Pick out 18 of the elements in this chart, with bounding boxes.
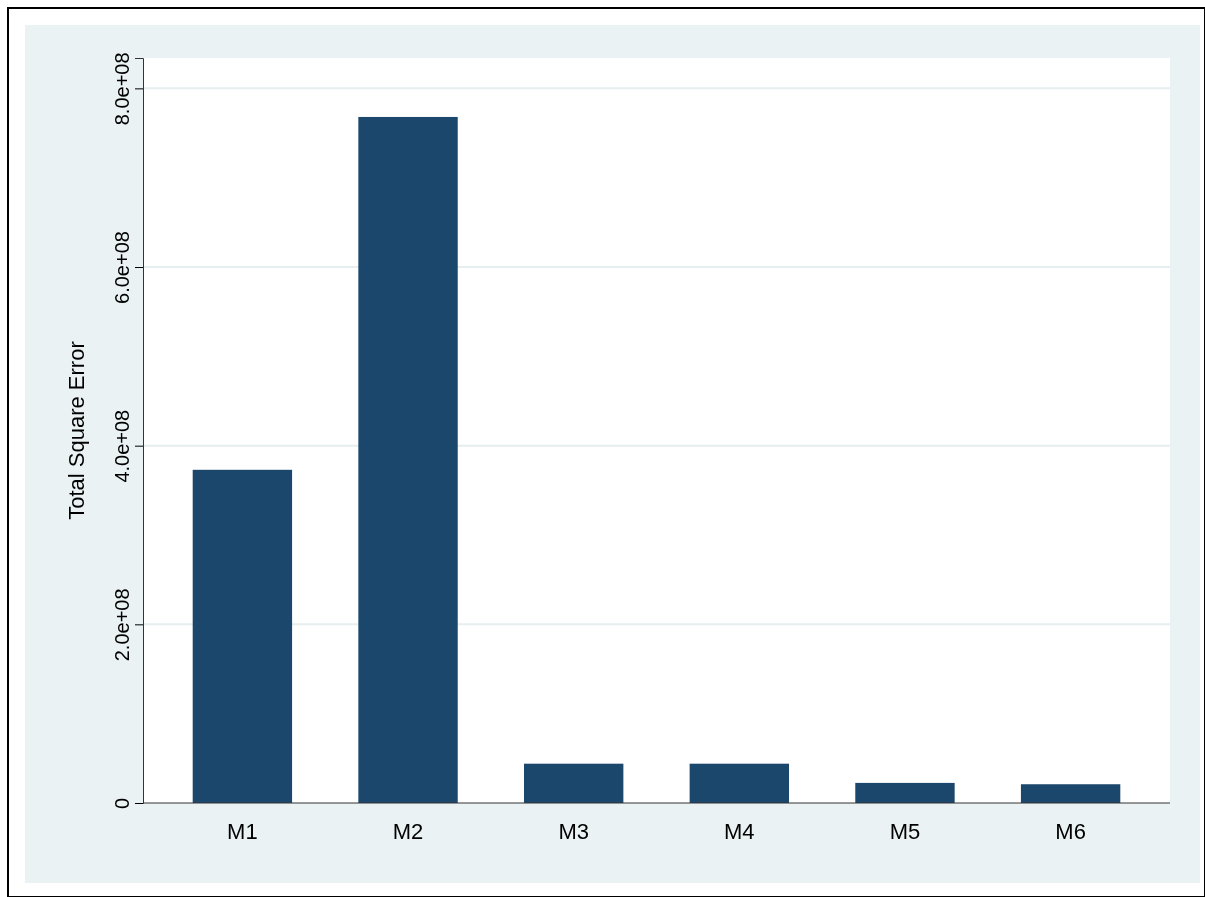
y-tick-label: 6.0e+08	[111, 231, 133, 304]
bar	[358, 116, 458, 803]
y-tick-label: 2.0e+08	[111, 588, 133, 662]
x-tick-label: M2	[392, 819, 424, 844]
x-tick-label: M4	[724, 819, 755, 844]
x-tick-label: M3	[558, 819, 589, 844]
x-tick-label: M1	[227, 819, 258, 844]
bar	[855, 782, 955, 803]
x-tick-label: M6	[1055, 819, 1086, 844]
bar	[689, 763, 790, 803]
y-tick-label: 4.0e+08	[111, 409, 133, 483]
bar	[192, 469, 293, 803]
y-tick-label: 0	[111, 797, 133, 810]
bar	[1020, 784, 1121, 803]
bar	[523, 763, 624, 803]
y-axis-title: Total Square Error	[64, 341, 89, 520]
x-tick-label: M5	[889, 819, 921, 844]
y-tick-label: 8.0e+08	[111, 52, 133, 126]
